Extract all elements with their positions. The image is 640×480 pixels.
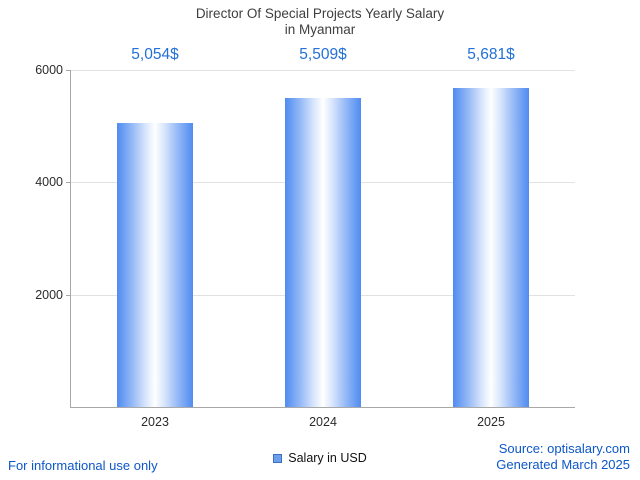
legend: Salary in USD [0, 451, 640, 465]
plot-area: 2000 4000 6000 5,054$ 2023 5,509$ 2024 5,681$ 20… [35, 46, 575, 429]
value-label-2023: 5,054$ [131, 46, 179, 63]
chart-title: Director Of Special Projects Yearly Sala… [0, 6, 640, 38]
y-tick-label: 6000 [35, 63, 63, 77]
value-label-2024: 5,509$ [299, 46, 347, 63]
y-tickmark [66, 294, 71, 296]
value-label-2025: 5,681$ [467, 46, 515, 63]
source-link[interactable]: Source: optisalary.com [498, 441, 630, 456]
x-axis-label-2023: 2023 [141, 415, 169, 429]
y-tick-label: 4000 [35, 175, 63, 190]
generated-date: Generated March 2025 [496, 457, 630, 472]
x-axis-label-2024: 2024 [309, 415, 337, 429]
legend-label: Salary in USD [288, 451, 367, 465]
legend-swatch-icon [273, 453, 283, 463]
x-axis-label-2025: 2025 [477, 415, 505, 429]
disclaimer-text[interactable]: For informational use only [8, 458, 158, 473]
y-tickmark [66, 182, 71, 184]
y-tick-label: 2000 [35, 287, 63, 302]
chart-title-line2: in Myanmar [284, 22, 356, 37]
source-block: Source: optisalary.com Generated March 2… [496, 441, 630, 473]
chart-title-line1: Director Of Special Projects Yearly Sala… [195, 6, 445, 21]
bar-2025[interactable] [453, 87, 529, 407]
gridline [71, 70, 575, 71]
bar-2023[interactable] [117, 123, 193, 407]
bar-2024[interactable] [285, 97, 361, 407]
y-tickmark [66, 70, 71, 71]
